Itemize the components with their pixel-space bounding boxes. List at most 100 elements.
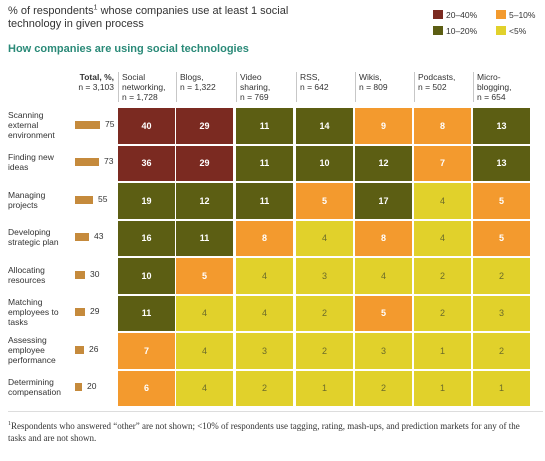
- legend: 20–40% 5–10% 10–20% <5%: [433, 10, 543, 40]
- chart-title: How companies are using social technolog…: [8, 43, 249, 55]
- column-separator: [236, 72, 237, 102]
- column-header-line: n = 1,728: [122, 92, 158, 102]
- row-label: Managing projects: [8, 190, 68, 210]
- total-value: 26: [89, 343, 99, 354]
- heatmap-cell: 10: [296, 145, 353, 181]
- row-label: Allocating resources: [8, 265, 68, 285]
- column-header-line: Micro-: [477, 72, 501, 82]
- heatmap-cell: 2: [236, 370, 293, 406]
- row-label-line: compensation: [8, 387, 61, 398]
- row-label-line: external: [8, 119, 39, 130]
- heatmap-cell: 4: [355, 258, 412, 294]
- total-bar: [75, 308, 85, 317]
- column-header: Video sharing, n = 769: [236, 72, 294, 102]
- heatmap-cell: 7: [414, 145, 471, 181]
- heatmap-cell: 3: [473, 295, 530, 331]
- column-header-line: n = 642: [300, 82, 329, 92]
- total-column-header: Total, %, n = 3,103: [78, 72, 114, 92]
- heatmap-cell: 3: [296, 258, 353, 294]
- total-value: 55: [98, 193, 108, 204]
- total-value: 20: [87, 381, 97, 392]
- total-value: 43: [94, 231, 104, 242]
- row-label-line: Determining: [8, 377, 54, 388]
- heatmap-cell: 1: [296, 370, 353, 406]
- heatmap-cell: 4: [176, 333, 233, 369]
- heatmap-cell: 29: [176, 145, 233, 181]
- heatmap-cell: 1: [414, 370, 471, 406]
- heatmap-cell: 4: [296, 220, 353, 256]
- row-label-line: tasks: [8, 317, 28, 328]
- heatmap-cell: 8: [355, 220, 412, 256]
- row-label: Matching employees to tasks: [8, 297, 68, 327]
- column-header: Micro-blogging, n = 654: [473, 72, 531, 102]
- heatmap-cell: 2: [473, 258, 530, 294]
- column-header-line: n = 654: [477, 92, 506, 102]
- heatmap-cell: 17: [355, 183, 412, 219]
- row-label-line: Allocating: [8, 264, 45, 275]
- row-label-line: strategic plan: [8, 237, 59, 248]
- total-bar: [75, 270, 85, 279]
- heatmap-cell: 1: [473, 370, 530, 406]
- heatmap-cell: 19: [118, 183, 175, 219]
- heatmap-cell: 11: [236, 145, 293, 181]
- footnote: 1Respondents who answered “other” are no…: [8, 421, 520, 443]
- column-header-line: Wikis,: [359, 72, 382, 82]
- heatmap-cell: 16: [118, 220, 175, 256]
- row-label-line: Scanning: [8, 109, 44, 120]
- heatmap-cell: 2: [296, 295, 353, 331]
- column-header-line: RSS,: [300, 72, 320, 82]
- heatmap-cell: 13: [473, 108, 530, 144]
- column-header-line: Podcasts,: [418, 72, 456, 82]
- total-value: 73: [104, 156, 114, 167]
- heatmap-cell: 4: [414, 220, 471, 256]
- heatmap-cell: 11: [118, 295, 175, 331]
- total-bar: [75, 345, 84, 354]
- heatmap-cell: 1: [414, 333, 471, 369]
- row-label-line: resources: [8, 274, 46, 285]
- column-separator: [296, 72, 297, 102]
- column-separator: [355, 72, 356, 102]
- column-header-line: networking,: [122, 82, 166, 92]
- column-header-line: sharing,: [240, 82, 271, 92]
- heatmap-cell: 11: [236, 108, 293, 144]
- heatmap-cell: 5: [176, 258, 233, 294]
- legend-item: <5%: [496, 26, 526, 36]
- legend-item: 10–20%: [433, 26, 477, 36]
- row-label: Developing strategic plan: [8, 227, 68, 247]
- heatmap-cell: 4: [236, 258, 293, 294]
- row-label-line: projects: [8, 199, 38, 210]
- total-bar: [75, 383, 82, 392]
- row-label-line: employee: [8, 344, 45, 355]
- total-bar: [75, 120, 100, 129]
- row-label-line: Developing: [8, 227, 51, 238]
- column-separator: [118, 72, 119, 102]
- row-label-line: employees to: [8, 307, 59, 318]
- row-label-line: Assessing: [8, 334, 47, 345]
- row-label: Scanning external environment: [8, 110, 68, 140]
- heatmap-cell: 36: [118, 145, 175, 181]
- total-bar: [75, 233, 89, 242]
- legend-swatch: [496, 10, 506, 19]
- row-label-line: performance: [8, 354, 56, 365]
- heatmap-cell: 5: [296, 183, 353, 219]
- heatmap-cell: 13: [473, 145, 530, 181]
- total-value: 30: [90, 268, 100, 279]
- heatmap-cell: 5: [473, 220, 530, 256]
- row-label: Determining compensation: [8, 377, 68, 397]
- row-label-line: environment: [8, 129, 55, 140]
- row-label-line: Managing: [8, 189, 46, 200]
- column-separator: [414, 72, 415, 102]
- column-header-line: n = 809: [359, 82, 388, 92]
- row-label-line: Matching: [8, 297, 43, 308]
- column-header-line: blogging,: [477, 82, 512, 92]
- row-label: Assessing employee performance: [8, 335, 68, 365]
- heatmap-cell: 2: [296, 333, 353, 369]
- legend-swatch: [433, 10, 443, 19]
- row-label-line: Finding new: [8, 152, 54, 163]
- legend-swatch: [496, 26, 506, 35]
- heatmap-cell: 29: [176, 108, 233, 144]
- legend-swatch: [433, 26, 443, 35]
- column-header-line: n = 1,322: [180, 82, 216, 92]
- heatmap-cell: 2: [414, 295, 471, 331]
- legend-item: 5–10%: [496, 10, 535, 20]
